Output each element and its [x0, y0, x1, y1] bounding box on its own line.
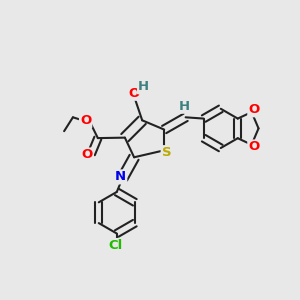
Text: O: O: [82, 148, 93, 161]
Text: O: O: [128, 87, 139, 100]
Text: H: H: [179, 100, 190, 113]
Text: Cl: Cl: [109, 239, 123, 252]
Text: O: O: [80, 114, 91, 127]
Text: S: S: [162, 146, 171, 159]
Text: O: O: [248, 103, 260, 116]
Text: H: H: [138, 80, 149, 93]
Text: O: O: [248, 140, 260, 154]
Text: N: N: [115, 170, 126, 183]
